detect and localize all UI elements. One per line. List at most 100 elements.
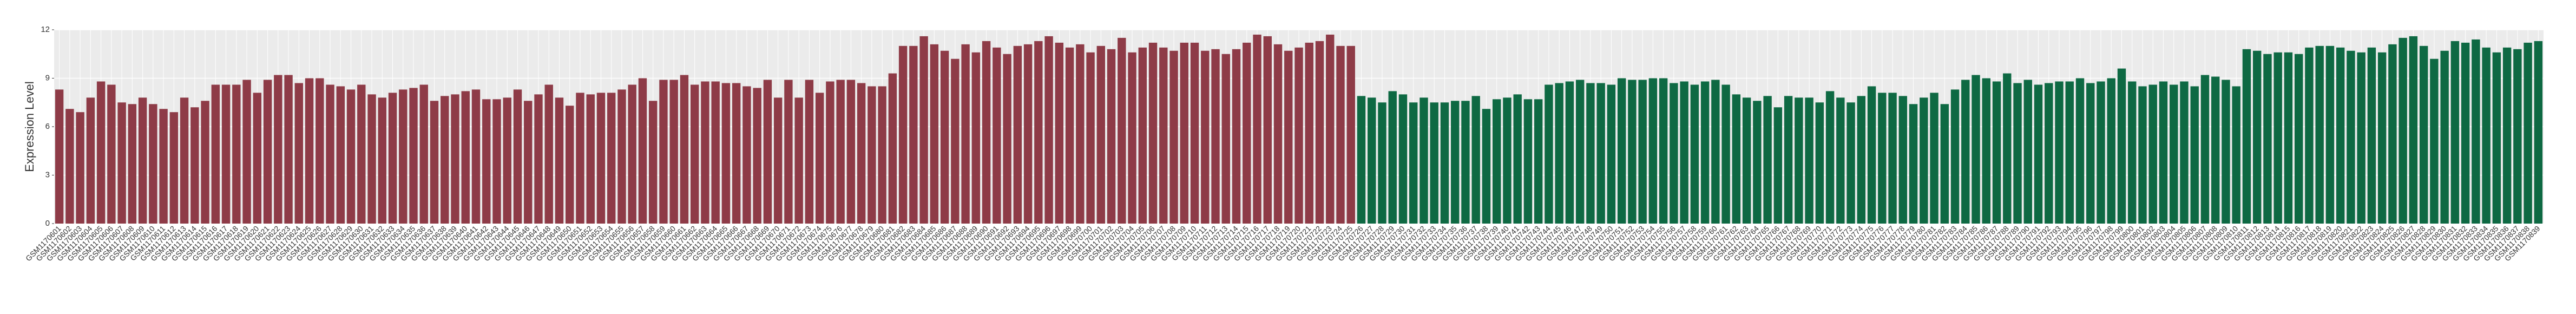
- bar: [1169, 50, 1178, 224]
- y-tick-label: 6: [45, 122, 50, 131]
- bar: [107, 84, 116, 224]
- bar: [2097, 81, 2105, 224]
- bar: [753, 88, 761, 224]
- bar: [326, 84, 334, 224]
- bar: [409, 88, 418, 224]
- bar: [1065, 47, 1074, 224]
- bar: [2336, 47, 2345, 224]
- bar: [1420, 97, 1428, 224]
- bar: [1523, 99, 1533, 224]
- bar: [503, 97, 511, 224]
- bar: [940, 50, 949, 224]
- bar: [2409, 36, 2418, 224]
- bar: [2117, 68, 2126, 224]
- y-tick-label: 12: [41, 25, 50, 34]
- bar: [1398, 94, 1408, 224]
- bar: [2075, 78, 2085, 224]
- bar: [1023, 44, 1033, 224]
- bar: [346, 89, 356, 224]
- bar: [2534, 41, 2543, 224]
- bar: [1201, 50, 1210, 224]
- bar: [1482, 109, 1491, 224]
- bar: [898, 45, 908, 224]
- bar: [2232, 86, 2240, 224]
- bar: [2200, 75, 2210, 224]
- bar: [471, 89, 481, 224]
- bar: [2013, 83, 2022, 224]
- bar: [1430, 102, 1438, 224]
- bar: [1086, 52, 1095, 224]
- bar: [1628, 80, 1637, 224]
- bar: [2357, 52, 2365, 224]
- bar: [638, 78, 647, 224]
- bar: [1555, 83, 1563, 224]
- bar: [1638, 80, 1647, 224]
- bar: [430, 101, 439, 224]
- bar: [2034, 84, 2043, 224]
- bar: [993, 47, 1001, 224]
- bar: [721, 83, 731, 224]
- bar: [1346, 45, 1355, 224]
- bar: [451, 94, 459, 224]
- bar: [1815, 102, 1824, 224]
- bar: [2065, 81, 2074, 224]
- bar: [1607, 84, 1616, 224]
- bar: [1961, 80, 1970, 224]
- bar: [2128, 81, 2137, 224]
- bar: [1336, 45, 1345, 224]
- bar: [2347, 50, 2355, 224]
- bar: [555, 97, 564, 224]
- bar: [513, 89, 522, 224]
- bar: [1575, 80, 1585, 224]
- bar: [2524, 42, 2532, 224]
- bar: [1565, 81, 1574, 224]
- bar: [232, 84, 241, 224]
- bar: [1461, 101, 1470, 224]
- bar: [1972, 75, 1980, 224]
- bar: [1273, 44, 1283, 224]
- bar: [544, 84, 553, 224]
- y-tick-label: 9: [45, 73, 50, 82]
- bar: [576, 93, 584, 224]
- bar: [878, 86, 886, 224]
- bar: [2305, 47, 2314, 224]
- bar: [1805, 97, 1813, 224]
- bar: [263, 80, 272, 224]
- bar: [1180, 42, 1188, 224]
- bar: [596, 93, 606, 224]
- bar: [1982, 78, 1990, 224]
- bar: [669, 80, 678, 224]
- bar: [2253, 50, 2262, 224]
- bar: [888, 73, 897, 224]
- bar: [2377, 52, 2387, 224]
- bar: [857, 83, 866, 224]
- bar: [1096, 45, 1106, 224]
- bar: [1471, 96, 1480, 224]
- bar: [1253, 34, 1261, 224]
- bar: [441, 96, 449, 224]
- bar: [1773, 107, 1783, 224]
- bar: [1680, 81, 1688, 224]
- y-tick-label: 3: [45, 170, 50, 179]
- bar: [1243, 42, 1251, 224]
- bar: [1617, 78, 1626, 224]
- bar: [180, 97, 189, 224]
- bar: [1388, 91, 1397, 224]
- bar: [482, 99, 491, 224]
- bar: [284, 75, 293, 224]
- bar: [1545, 84, 1553, 224]
- bar: [1732, 94, 1741, 224]
- bar: [1055, 42, 1064, 224]
- bar: [868, 86, 876, 224]
- bar: [2190, 86, 2199, 224]
- bar: [2502, 47, 2512, 224]
- bar: [846, 80, 856, 224]
- bar: [2107, 78, 2115, 224]
- bar: [2086, 83, 2095, 224]
- bar: [534, 94, 543, 224]
- bar: [190, 107, 199, 224]
- bar: [316, 78, 324, 224]
- bar: [159, 109, 168, 224]
- bar: [1138, 47, 1147, 224]
- bar: [1513, 94, 1522, 224]
